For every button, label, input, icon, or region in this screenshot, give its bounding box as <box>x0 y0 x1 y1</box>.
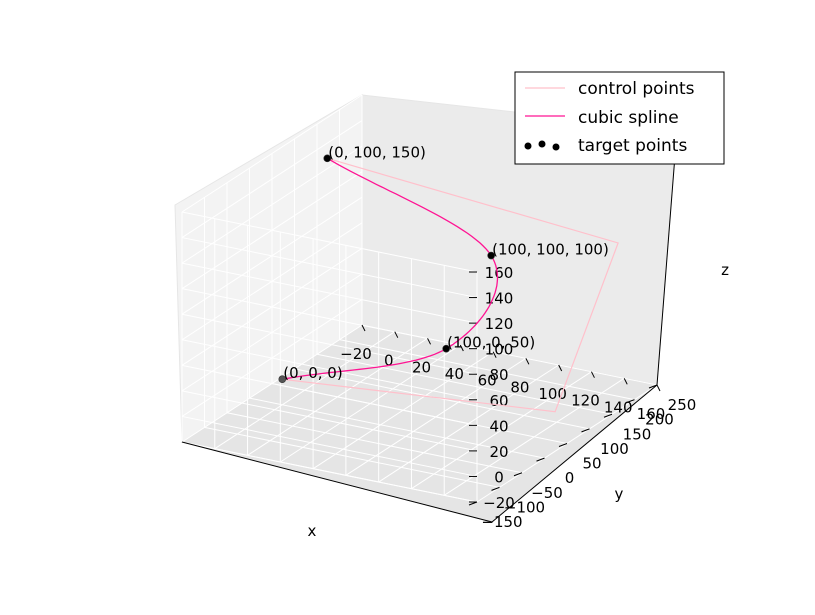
point-annotation: (100, 0, 50) <box>447 334 535 352</box>
x-ticks: −20 0 20 40 60 80 100 120 140 160 <box>340 324 666 423</box>
tick-label: −20 <box>340 345 372 363</box>
grid-line <box>339 339 635 401</box>
tick-mark <box>558 364 563 372</box>
tick-label: 20 <box>489 443 508 461</box>
tick-mark <box>603 413 613 418</box>
tick-mark <box>459 344 464 352</box>
tick-mark <box>427 338 432 345</box>
legend-target-dot <box>524 142 532 150</box>
tick-mark <box>536 457 545 462</box>
tick-label: 40 <box>445 365 464 383</box>
grid-line <box>226 412 523 474</box>
y-axis-label: y <box>615 485 624 503</box>
tick-label: 60 <box>489 392 508 410</box>
point-annotation: (0, 0, 0) <box>283 364 342 382</box>
tick-label: 160 <box>637 405 666 423</box>
tick-label: −100 <box>504 498 545 516</box>
tick-mark <box>648 384 658 389</box>
tick-label: 50 <box>582 455 601 473</box>
tick-label: 100 <box>600 440 629 458</box>
tick-mark <box>492 351 497 358</box>
z-axis-line <box>656 129 678 386</box>
tick-label: −150 <box>481 513 522 531</box>
tick-label: 20 <box>412 358 431 376</box>
tick-label: 0 <box>384 352 394 370</box>
tick-mark <box>491 486 500 491</box>
tick-mark <box>623 378 628 385</box>
grid-line <box>181 313 478 375</box>
annotations: (0, 0, 0) (100, 0, 50) (100, 100, 100) (0, … <box>283 143 609 382</box>
tick-label: 100 <box>538 385 567 403</box>
x-axis-line <box>181 441 493 523</box>
tick-label: 200 <box>645 411 674 429</box>
point-annotation: (100, 100, 100) <box>492 241 609 259</box>
grid-line <box>181 339 478 401</box>
grid-line <box>249 397 545 459</box>
point-annotation: (0, 100, 150) <box>328 143 426 161</box>
grid-line <box>181 390 478 452</box>
tick-label: 100 <box>485 341 514 359</box>
tick-label: 140 <box>604 398 633 416</box>
tick-label: 120 <box>485 315 514 333</box>
tick-label: −50 <box>531 484 563 502</box>
tick-mark <box>656 384 661 392</box>
grid-line <box>181 237 478 299</box>
legend: control points cubic spline target point… <box>514 71 725 165</box>
grid-line <box>294 368 590 430</box>
tick-mark <box>590 371 595 378</box>
z-axis-label: z <box>721 261 729 279</box>
legend-control-label: control points <box>578 79 695 99</box>
grid-line <box>181 94 363 213</box>
y-axis-line <box>491 384 658 523</box>
legend-frame <box>514 71 725 165</box>
tick-label: 0 <box>565 469 575 487</box>
legend-spline-label: cubic spline <box>578 108 679 128</box>
grid-lines <box>181 94 658 503</box>
tick-mark <box>361 324 366 332</box>
target-point <box>442 344 450 353</box>
tick-label: 140 <box>485 290 514 308</box>
grid-line <box>181 262 478 324</box>
tick-mark <box>525 358 530 365</box>
legend-target-dot <box>552 143 560 151</box>
tick-mark <box>626 399 635 404</box>
tick-label: −20 <box>483 494 515 512</box>
x-axis-label: x <box>308 522 317 540</box>
tick-label: 250 <box>668 396 697 414</box>
tick-label: 80 <box>510 378 529 396</box>
grid-line <box>181 211 478 273</box>
control-points-line <box>282 157 619 413</box>
tick-label: 150 <box>623 425 652 443</box>
target-points <box>278 154 495 384</box>
legend-target-label: target points <box>578 136 687 156</box>
grid-line <box>316 353 613 415</box>
tick-label: 40 <box>489 417 508 435</box>
tick-mark <box>581 428 590 433</box>
target-point <box>323 154 332 163</box>
axes-panes <box>174 94 678 523</box>
legend-target-dot <box>538 140 546 148</box>
tick-mark <box>558 443 568 447</box>
grid-line <box>181 364 478 426</box>
grid-line <box>204 426 500 488</box>
target-point <box>278 375 287 384</box>
grid-line <box>181 415 478 477</box>
grid-line <box>181 441 478 503</box>
cubic-spline-line <box>282 157 499 380</box>
target-point <box>487 251 495 260</box>
tick-label: 0 <box>494 468 504 486</box>
tick-mark <box>394 331 399 338</box>
tick-mark <box>513 472 523 477</box>
tick-label: 80 <box>489 366 508 384</box>
tick-label: 160 <box>485 264 514 282</box>
tick-label: 120 <box>571 392 600 410</box>
tick-label: 60 <box>478 372 497 390</box>
